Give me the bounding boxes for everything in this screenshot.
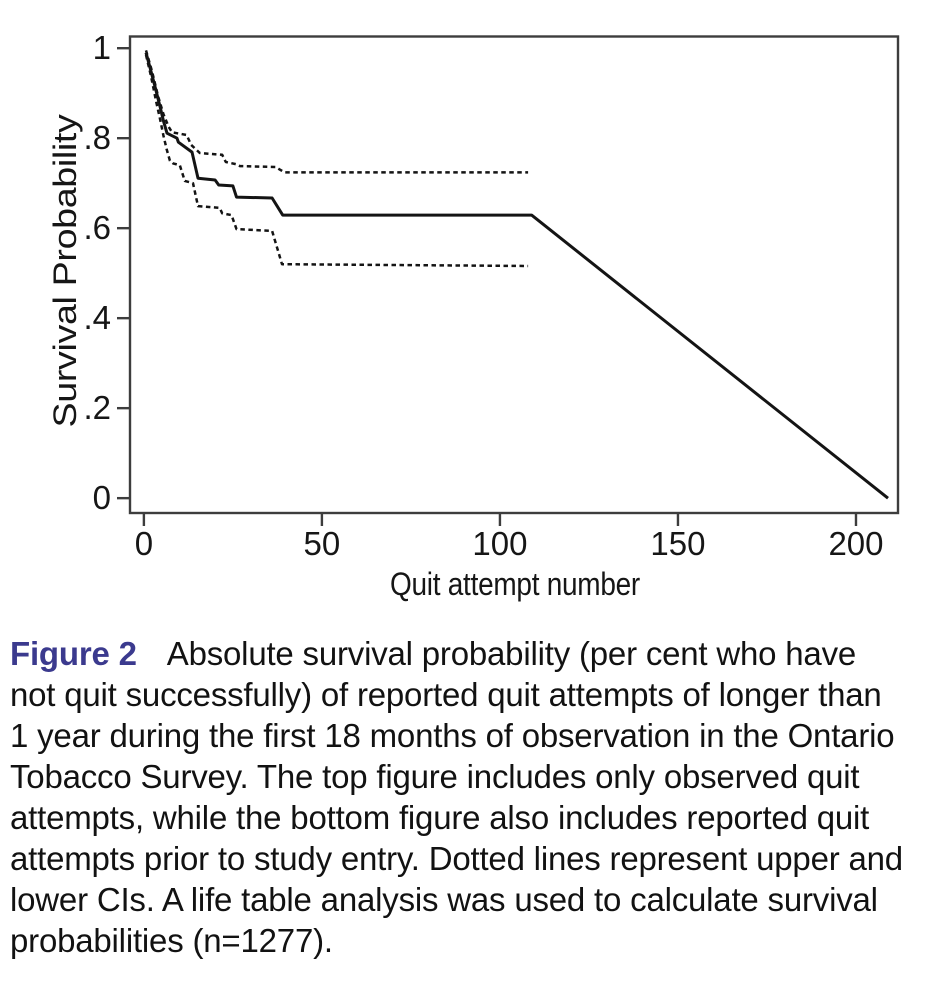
y-tick-label: .8 [83,119,111,156]
x-axis-title: Quit attempt number [390,566,641,602]
survival-chart: Survival Probability Quit attempt number… [47,29,900,602]
plot-frame [128,35,900,515]
x-tick-label: 150 [650,525,705,562]
y-tick-label: 0 [93,479,111,516]
survival-chart-figure: Survival Probability Quit attempt number… [47,29,900,602]
lower-ci-curve [144,54,529,268]
y-axis-title: Survival Probability [47,114,83,427]
y-tick-label: .6 [83,209,111,246]
caption-line: Tobacco Survey. The top figure includes … [10,758,860,795]
x-tick-label: 200 [828,525,883,562]
x-tick-label: 50 [304,525,341,562]
figure-caption: Figure 2 Absolute survival probability (p… [10,633,940,961]
y-tick-label: 1 [93,29,111,66]
caption-line: 1 year during the first 18 months of obs… [10,717,895,754]
x-tick-label: 0 [135,525,153,562]
caption-line: lower CIs. A life table analysis was use… [10,881,878,918]
y-tick-label: .2 [83,389,111,426]
caption-line: probabilities (n=1277). [10,922,333,959]
caption-line: attempts prior to study entry. Dotted li… [10,840,903,877]
figure-number-label: Figure 2 [10,635,137,672]
caption-line: not quit successfully) of reported quit … [10,676,882,713]
caption-text: Absolute survival probability (per cent … [166,635,857,672]
upper-ci-curve [144,50,529,174]
y-tick-label: .4 [83,299,111,336]
caption-line: Figure 2 Absolute survival probability (p… [10,633,940,674]
x-tick-label: 100 [472,525,527,562]
caption-line: attempts, while the bottom figure also i… [10,799,870,836]
survival-curve [144,52,889,500]
